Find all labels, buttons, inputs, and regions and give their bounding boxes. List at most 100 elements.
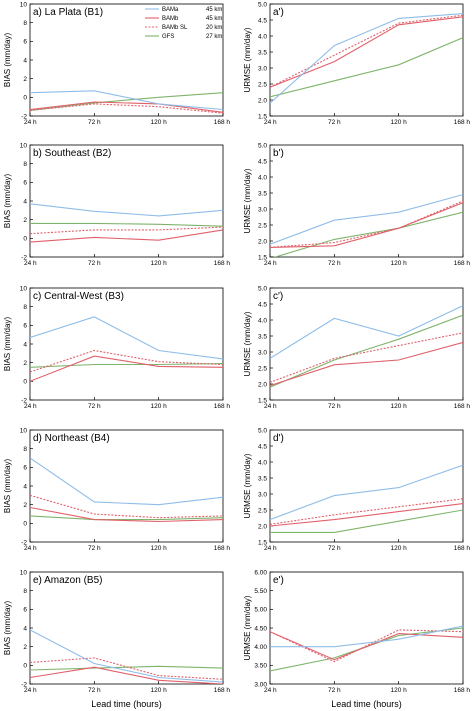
y-tick-label: -2 <box>21 539 27 546</box>
y-axis-label: BIAS (mm/day) <box>3 601 12 656</box>
plot-frame <box>29 3 224 117</box>
y-tick-label: 10 <box>20 142 28 149</box>
y-tick-label: 6 <box>23 465 27 472</box>
series-group <box>270 194 463 257</box>
series-line-gfs <box>30 515 223 521</box>
x-tick-label: 120 h <box>151 403 168 410</box>
series-line-gfs <box>30 363 223 368</box>
x-tick-label: 24 h <box>24 687 37 694</box>
x-tick-label: 168 h <box>454 403 471 410</box>
x-tick-label: 72 h <box>88 260 101 267</box>
y-tick-label: 4 <box>23 341 27 348</box>
x-tick-label: 72 h <box>328 545 341 552</box>
panel-title: d) Northeast (B4) <box>33 433 110 444</box>
y-tick-label: 2.5 <box>258 507 267 514</box>
x-tick-label: 168 h <box>214 119 231 126</box>
y-tick-label: 3.0 <box>258 349 267 356</box>
series-line-bama <box>270 464 463 521</box>
legend-resolution: 20 km <box>206 25 222 31</box>
y-tick-label: 6.00 <box>254 569 267 576</box>
y-tick-label: 5.0 <box>258 142 267 149</box>
y-tick-label: 3.5 <box>258 190 267 197</box>
y-tick-label: 4 <box>23 57 27 64</box>
y-tick-label: 0 <box>23 379 27 386</box>
x-tick-label: 168 h <box>454 260 471 267</box>
series-group <box>270 464 463 533</box>
x-tick-label: 72 h <box>328 687 341 694</box>
plot-frame <box>29 287 224 401</box>
series-group <box>30 203 223 243</box>
x-tick-label: 72 h <box>88 119 101 126</box>
x-tick-label: 24 h <box>264 403 277 410</box>
y-axis-label: URMSE (mm/day) <box>243 27 252 92</box>
y-tick-label: 1.5 <box>258 254 267 261</box>
y-tick-label: 4.0 <box>258 174 267 181</box>
y-axis-label: URMSE (mm/day) <box>243 168 252 233</box>
x-tick-label: 168 h <box>214 687 231 694</box>
series-line-bamb-sl <box>270 14 463 88</box>
y-tick-label: 0 <box>23 236 27 243</box>
y-tick-label: 2.5 <box>258 81 267 88</box>
x-axis-label-left: Lead time (hours) <box>91 699 162 709</box>
y-tick-label: 10 <box>20 427 28 434</box>
y-tick-label: 2 <box>23 217 27 224</box>
series-line-gfs <box>270 37 463 98</box>
plot-frame <box>269 571 464 685</box>
series-line-gfs <box>273 211 463 257</box>
y-tick-label: 10 <box>20 569 28 576</box>
series-line-bamb <box>270 503 463 527</box>
x-tick-label: 72 h <box>328 119 341 126</box>
y-tick-label: 3.5 <box>258 475 267 482</box>
x-tick-label: 168 h <box>454 119 471 126</box>
y-tick-label: 2.0 <box>258 381 267 388</box>
series-line-bamb-sl <box>270 498 463 525</box>
series-line-gfs <box>270 627 463 672</box>
series-group <box>270 13 463 104</box>
series-line-bamb <box>270 202 463 248</box>
panel-title: c) Central-West (B3) <box>33 291 124 302</box>
x-tick-label: 72 h <box>328 403 341 410</box>
x-tick-label: 72 h <box>328 260 341 267</box>
series-line-gfs <box>30 222 223 227</box>
panel-d2: 1.5 2.0 2.5 3.0 3.5 4.0 4.5 5.0 24 h 72 h 120 h 168… <box>243 427 470 552</box>
series-line-gfs <box>270 314 463 388</box>
y-tick-label: 0 <box>23 95 27 102</box>
plot-frame <box>269 429 464 543</box>
y-tick-label: 1.5 <box>258 539 267 546</box>
x-tick-label: 72 h <box>88 545 101 552</box>
panel-title: e') <box>273 575 284 586</box>
y-tick-label: 1.5 <box>258 113 267 120</box>
x-tick-label: 168 h <box>214 260 231 267</box>
series-line-bama <box>270 13 463 104</box>
x-tick-label: 72 h <box>88 687 101 694</box>
y-axis-label: BIAS (mm/day) <box>3 459 12 514</box>
y-tick-label: 3.5 <box>258 49 267 56</box>
y-axis-label: BIAS (mm/day) <box>3 33 12 88</box>
x-tick-label: 120 h <box>151 545 168 552</box>
series-group <box>270 625 463 672</box>
y-tick-label: 4 <box>23 198 27 205</box>
x-tick-label: 120 h <box>151 119 168 126</box>
y-tick-label: -2 <box>21 681 27 688</box>
y-tick-label: 6 <box>23 180 27 187</box>
y-tick-label: 4.5 <box>258 443 267 450</box>
series-line-bamb-sl <box>30 657 223 680</box>
series-line-bamb-sl <box>270 629 463 663</box>
y-tick-label: 2.0 <box>258 97 267 104</box>
plot-frame <box>269 144 464 258</box>
panel-title: d') <box>273 433 284 444</box>
y-axis-label: BIAS (mm/day) <box>3 174 12 229</box>
x-tick-label: 120 h <box>151 260 168 267</box>
series-line-bamb <box>30 229 223 243</box>
series-line-bamb <box>30 666 223 684</box>
panel-title: e) Amazon (B5) <box>33 575 102 586</box>
y-tick-label: 3.50 <box>254 663 267 670</box>
y-tick-label: 8 <box>23 304 27 311</box>
panel-d: -2 0 2 4 6 8 10 24 h 72 h 120 h 168 h d) Northeast … <box>3 427 230 552</box>
series-line-bama <box>270 194 463 245</box>
legend-resolution: 45 km <box>206 16 222 22</box>
y-tick-label: 2.5 <box>258 365 267 372</box>
panel-a2: 1.5 2.0 2.5 3.0 3.5 4.0 4.5 5.0 24 h 72 h 120 h 168… <box>243 1 470 126</box>
legend-label: GFS <box>162 34 174 40</box>
